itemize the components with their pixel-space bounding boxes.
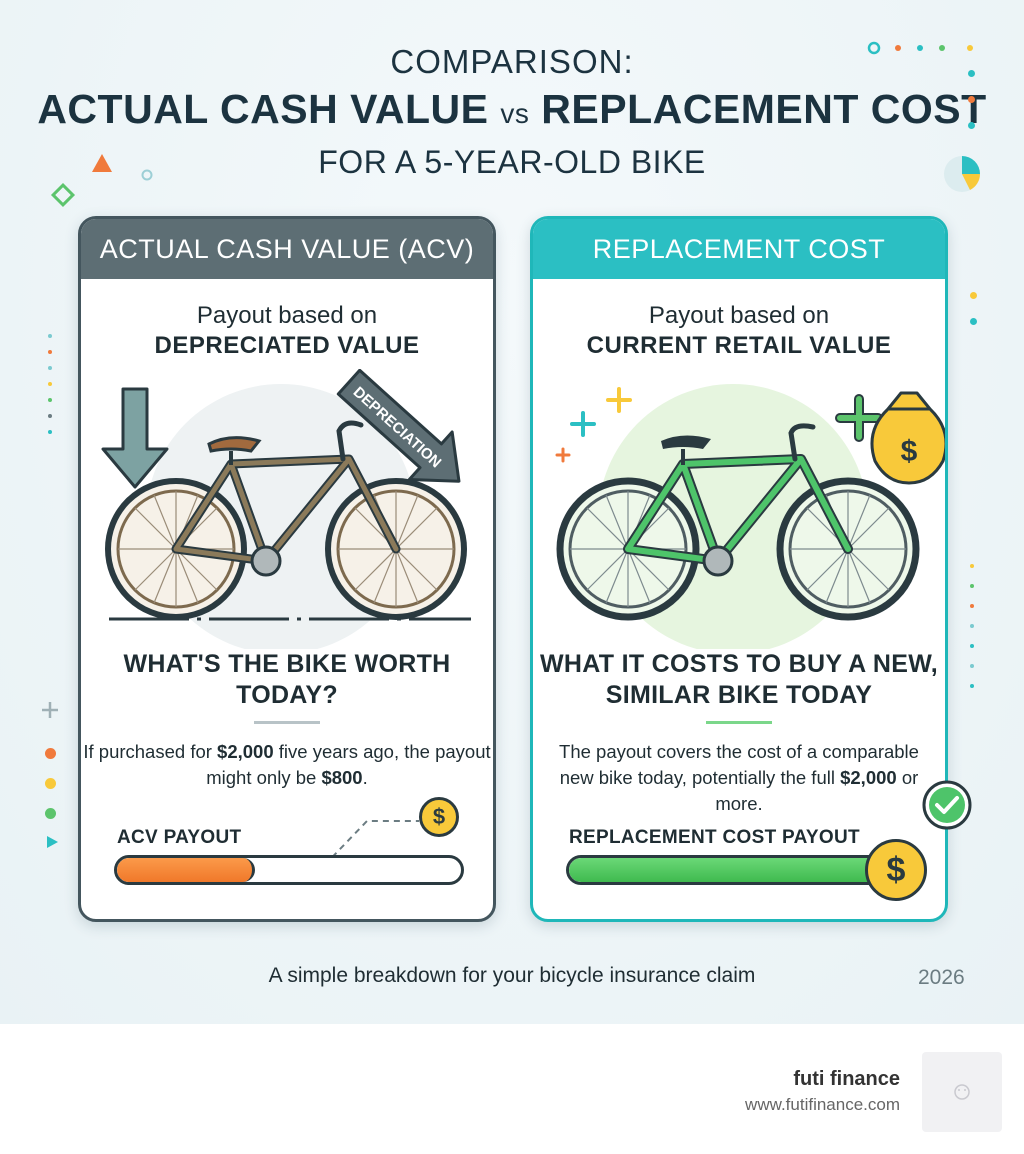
rc-desc-amount: $2,000 (840, 767, 897, 788)
rc-desc-end: or more. (715, 767, 919, 814)
acv-subtitle: Payout based on DEPRECIATED VALUE (81, 301, 493, 361)
title-block: COMPARISON: ACTUAL CASH VALUE vs REPLACE… (0, 40, 1024, 185)
brand-logo-icon (922, 1052, 1002, 1132)
title-line-3: FOR A 5-YEAR-OLD BIKE (318, 144, 706, 180)
dot-decoration-icon (968, 122, 975, 129)
diamond-decoration-icon (50, 182, 76, 208)
caption: A simple breakdown for your bicycle insu… (268, 964, 756, 987)
check-badge-icon (922, 780, 972, 830)
rc-payout-bar-fill (569, 858, 895, 882)
new-bike-illustration: $ (555, 384, 945, 649)
rc-coin-icon: $ (865, 839, 927, 901)
title-line-1: COMPARISON: (390, 43, 634, 80)
ring-decoration-icon (141, 169, 153, 181)
dot-decoration-icon (970, 292, 977, 299)
dot-decoration-icon (45, 808, 56, 819)
acv-desc-end: . (362, 767, 368, 788)
dot-decoration-icon (968, 70, 975, 77)
plus-green-icon (835, 394, 883, 442)
acv-payout-bar-fill (117, 858, 255, 882)
dot-decoration-icon (45, 778, 56, 789)
acv-payout-bar (114, 855, 464, 885)
acv-desc-text: If purchased for (83, 741, 218, 762)
rc-desc-text: The payout covers the cost of a comparab… (559, 741, 919, 788)
dot-decoration-icon (970, 318, 977, 325)
old-bike-illustration: DEPRECIATION (101, 369, 471, 649)
plus-decoration-icon (42, 702, 58, 718)
rc-description: The payout covers the cost of a comparab… (533, 739, 945, 817)
dot-column-decoration-icon (48, 334, 52, 434)
acv-description: If purchased for $2,000 five years ago, … (81, 739, 493, 791)
footer: futi finance www.futifinance.com (0, 1024, 1024, 1154)
acv-desc-amount-payout: $800 (321, 767, 363, 788)
acv-card-header: ACTUAL CASH VALUE (ACV) (81, 219, 493, 279)
acv-card: ACTUAL CASH VALUE (ACV) Payout based on … (78, 216, 496, 922)
rc-divider (706, 721, 772, 724)
replacement-cost-card: REPLACEMENT COST Payout based on CURRENT… (530, 216, 948, 922)
rc-card-header: REPLACEMENT COST (533, 219, 945, 279)
acv-divider (254, 721, 320, 724)
pie-decoration-icon (944, 156, 980, 192)
year-label: 2026 (918, 966, 965, 989)
acv-subtitle-line1: Payout based on (196, 302, 378, 329)
logo-mark-icon (954, 1084, 970, 1100)
money-bag-icon: $ (870, 391, 945, 485)
rc-subtitle-line2: CURRENT RETAIL VALUE (586, 332, 892, 359)
down-arrow-icon (101, 387, 169, 489)
rc-question: WHAT IT COSTS TO BUY A NEW, SIMILAR BIKE… (540, 650, 938, 709)
dots-decoration-icon (867, 41, 973, 55)
triangle-decoration-icon (92, 154, 112, 172)
infographic-canvas: COMPARISON: ACTUAL CASH VALUE vs REPLACE… (0, 0, 1024, 1024)
brand-name: futi finance (793, 1068, 900, 1090)
acv-bar-label: ACV PAYOUT (117, 827, 242, 848)
rc-subtitle: Payout based on CURRENT RETAIL VALUE (533, 301, 945, 361)
dot-decoration-icon (968, 96, 975, 103)
title-line-2: ACTUAL CASH VALUE vs REPLACEMENT COST (0, 84, 1024, 139)
acv-desc-text-2: five years ago, the payout might only be (206, 741, 491, 788)
rc-subtitle-line1: Payout based on (648, 302, 830, 329)
play-decoration-icon (47, 836, 58, 848)
brand-url[interactable]: www.futifinance.com (745, 1095, 900, 1114)
acv-desc-amount-original: $2,000 (217, 741, 274, 762)
rc-bar-label: REPLACEMENT COST PAYOUT (569, 827, 860, 848)
acv-subtitle-line2: DEPRECIATED VALUE (154, 332, 420, 359)
title-vs: vs (500, 98, 530, 129)
rc-payout-bar (566, 855, 898, 885)
title-rc: REPLACEMENT COST (541, 86, 987, 132)
svg-text:$: $ (901, 435, 918, 468)
title-acv: ACTUAL CASH VALUE (37, 86, 489, 132)
acv-coin-icon: $ (419, 797, 459, 837)
brand-block[interactable]: futi finance www.futifinance.com (745, 1068, 900, 1115)
dot-decoration-icon (45, 748, 56, 759)
acv-question: WHAT'S THE BIKE WORTH TODAY? (123, 650, 451, 709)
dot-column-right-decoration-icon (970, 564, 974, 688)
